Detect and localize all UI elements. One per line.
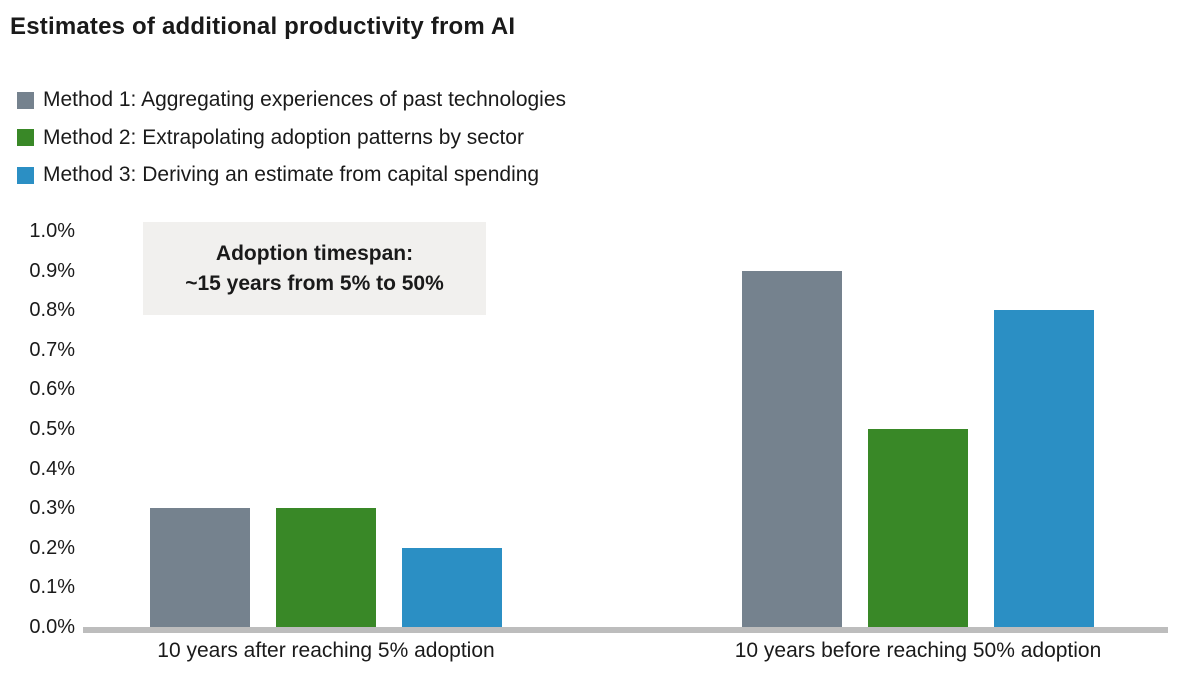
annotation-line-2: ~15 years from 5% to 50%	[185, 271, 444, 295]
legend-item-method-3: Method 3: Deriving an estimate from capi…	[17, 163, 566, 187]
bar-method1-group2	[742, 271, 842, 627]
legend-label-method-1: Method 1: Aggregating experiences of pas…	[43, 88, 567, 111]
y-tick-00: 0.0%	[29, 616, 75, 638]
y-tick-03: 0.3%	[29, 497, 75, 520]
y-tick-04: 0.4%	[29, 457, 75, 480]
y-tick-08: 0.8%	[29, 299, 75, 322]
x-axis-label-group1: 10 years after reaching 5% adoption	[157, 639, 495, 662]
legend-item-method-2: Method 2: Extrapolating adoption pattern…	[17, 126, 566, 150]
y-tick-06: 0.6%	[29, 378, 75, 401]
legend-label-method-3: Method 3: Deriving an estimate from capi…	[43, 163, 540, 186]
legend-label-method-2: Method 2: Extrapolating adoption pattern…	[43, 125, 524, 149]
y-tick-09: 0.9%	[29, 259, 75, 282]
y-tick-07: 0.7%	[29, 338, 75, 361]
bar-method1-group1	[150, 508, 250, 627]
annotation-line-1: Adoption timespan:	[215, 241, 414, 265]
legend-swatch-method-1	[17, 91, 34, 109]
legend-swatch-method-3	[17, 166, 34, 184]
legend: Method 1: Aggregating experiences of pas…	[17, 88, 566, 201]
annotation-box: Adoption timespan: ~15 years from 5% to …	[143, 222, 486, 315]
x-axis-line	[83, 627, 1168, 633]
bar-method3-group2	[994, 310, 1094, 627]
y-tick-10: 1.0%	[29, 220, 75, 242]
chart-title: Estimates of additional productivity fro…	[10, 13, 516, 40]
y-tick-02: 0.2%	[29, 536, 75, 559]
bar-method2-group2	[868, 429, 968, 627]
x-axis-label-group2: 10 years before reaching 50% adoption	[734, 639, 1102, 662]
y-tick-05: 0.5%	[29, 418, 75, 440]
legend-item-method-1: Method 1: Aggregating experiences of pas…	[17, 88, 566, 112]
bar-method2-group1	[276, 508, 376, 627]
bar-method3-group1	[402, 548, 502, 627]
legend-swatch-method-2	[17, 129, 34, 146]
y-tick-01: 0.1%	[29, 576, 75, 599]
